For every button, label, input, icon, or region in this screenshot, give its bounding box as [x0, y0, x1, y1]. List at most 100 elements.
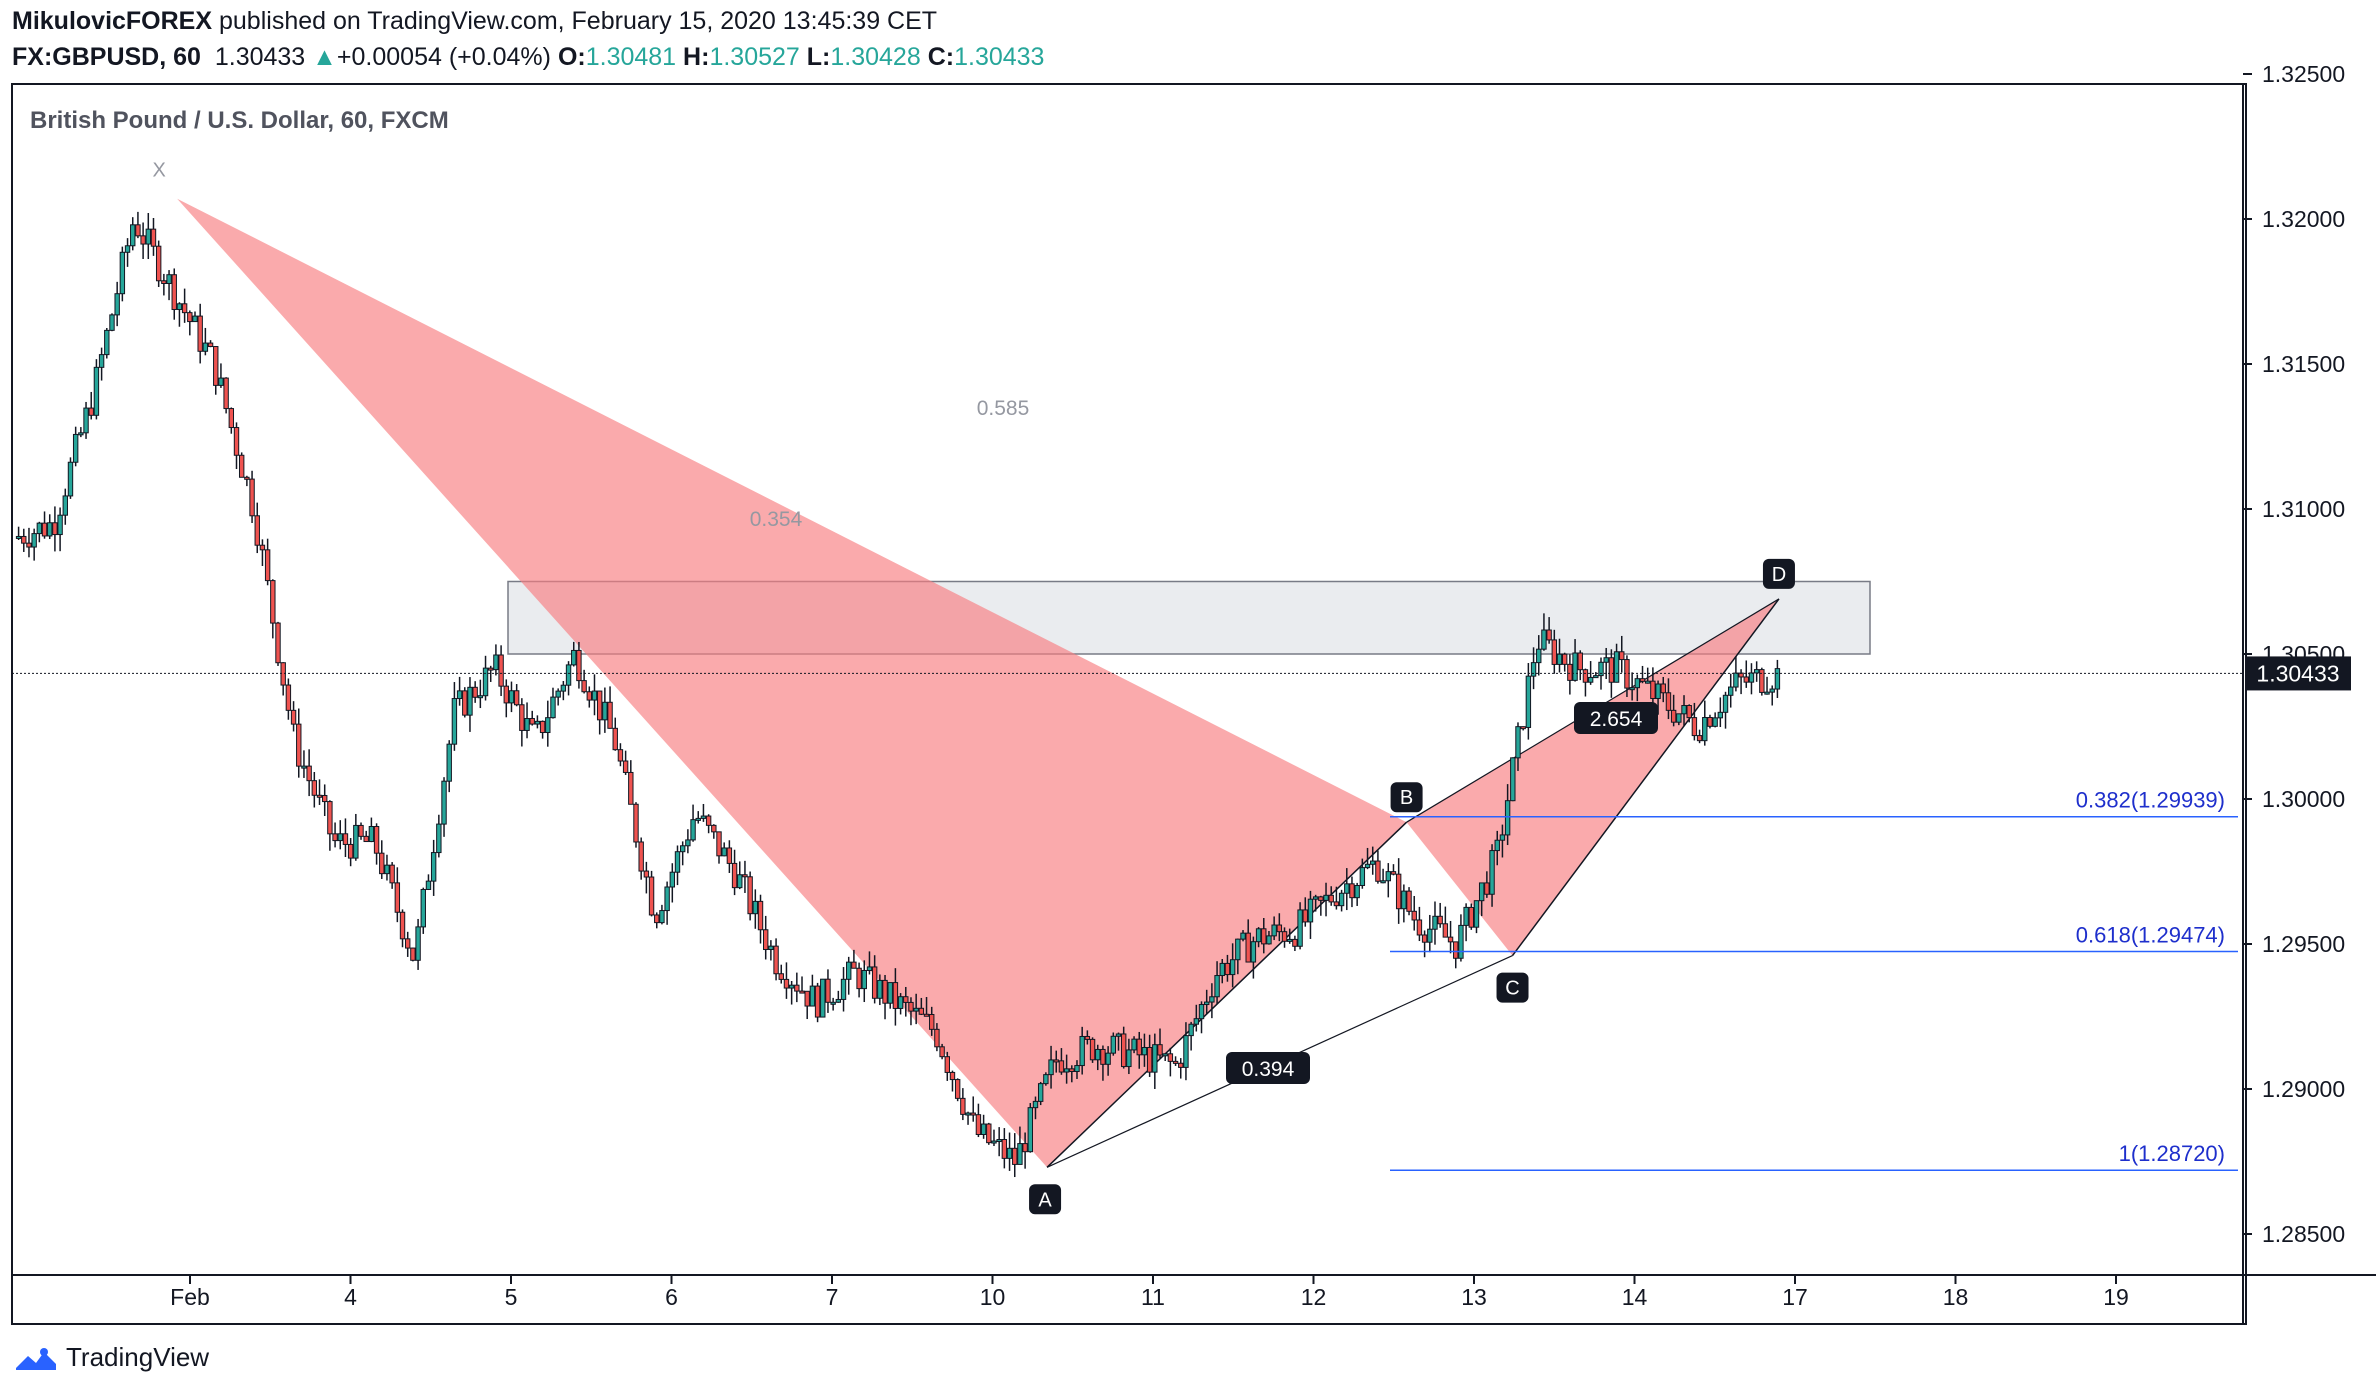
candle-body	[830, 1001, 836, 1005]
symbol-bar: FX:GBPUSD, 60 1.30433 ▲+0.00054 (+0.04%)…	[12, 42, 1044, 72]
candle-body	[856, 967, 862, 990]
candle-body	[628, 771, 634, 805]
candle-body	[1660, 683, 1666, 694]
candle-body	[150, 228, 157, 247]
candle-body	[519, 704, 525, 731]
pattern-point-x-label: X	[152, 160, 165, 182]
x-tick-label: 18	[1943, 1284, 1969, 1310]
candle-body	[1748, 672, 1755, 683]
candle-body	[654, 914, 660, 924]
candle-body	[109, 314, 115, 331]
candle-body	[1266, 935, 1272, 945]
tradingview-logo-icon[interactable]	[14, 1344, 58, 1372]
candle-body	[482, 667, 489, 697]
candle-body	[155, 245, 162, 282]
candle-body	[918, 1007, 925, 1015]
candle-body	[861, 969, 867, 990]
candle-body	[1717, 711, 1724, 719]
candle-body	[1380, 880, 1386, 884]
ratio-cd-label: 2.654	[1590, 708, 1643, 731]
last-price-badge	[2245, 656, 2351, 691]
last-price: 1.30433	[214, 43, 306, 71]
candle-body	[1655, 683, 1661, 699]
candle-body	[1318, 896, 1324, 901]
candle-body	[410, 947, 416, 961]
candle-body	[1421, 934, 1428, 943]
candle-body	[1442, 923, 1449, 938]
candle-body	[1146, 1046, 1153, 1073]
candle-body	[233, 427, 240, 456]
publish-info: MikulovicFOREX published on TradingView.…	[12, 6, 937, 36]
candle-body	[1416, 919, 1423, 936]
candle-body	[1489, 850, 1495, 895]
candle-body	[871, 966, 878, 999]
candle-body	[1603, 657, 1609, 663]
pattern-point-c-label: C	[1505, 978, 1519, 1000]
candle-body	[1276, 924, 1283, 933]
y-tick-label: 1.31000	[2262, 496, 2345, 522]
candle-body	[747, 876, 753, 915]
candle-body	[306, 765, 312, 782]
symbol-name[interactable]: FX:GBPUSD, 60	[12, 43, 201, 71]
candle-body	[664, 886, 670, 912]
candle-body	[1753, 669, 1760, 674]
candle-body	[1411, 910, 1417, 921]
candle-body	[508, 690, 515, 704]
low-value: 1.30428	[830, 43, 921, 71]
candle-body	[213, 346, 219, 386]
candle-body	[794, 984, 800, 992]
candle-body	[1229, 959, 1236, 976]
candle-body	[296, 723, 302, 767]
candle-body	[648, 876, 655, 916]
candle-body	[1312, 896, 1319, 900]
pattern-point-b-label: B	[1400, 787, 1413, 809]
candle-body	[1255, 928, 1262, 943]
candle-body	[1608, 657, 1615, 683]
candle-body	[62, 495, 68, 516]
candle-body	[726, 847, 733, 864]
candle-body	[882, 979, 888, 1004]
candle-body	[337, 833, 343, 842]
candle-body	[1037, 1083, 1044, 1102]
candle-body	[960, 1097, 966, 1115]
x-tick-label: 10	[980, 1284, 1006, 1310]
candle-body	[1541, 629, 1547, 650]
candle-body	[607, 701, 613, 729]
footer: TradingView	[14, 1342, 209, 1373]
low-label: L:	[806, 43, 831, 71]
candle-body	[130, 224, 136, 247]
candle-body	[161, 280, 167, 285]
candle-body	[617, 749, 624, 762]
pattern-cd-leg	[1511, 598, 1780, 957]
candle-body	[929, 1014, 935, 1030]
published-text: published on TradingView.com, February 1…	[219, 7, 938, 35]
candle-body	[1053, 1059, 1059, 1063]
candle-body	[1152, 1044, 1158, 1073]
candle-body	[550, 696, 556, 719]
candle-body	[1193, 1018, 1200, 1025]
candle-body	[1453, 941, 1459, 959]
candle-body	[1027, 1107, 1033, 1153]
x-tick-label: 4	[344, 1284, 357, 1310]
candle-body	[1333, 901, 1340, 907]
candle-body	[1577, 652, 1583, 671]
candle-body	[249, 478, 255, 517]
candle-body	[1681, 705, 1687, 715]
candle-body	[731, 862, 738, 889]
candle-body	[223, 377, 229, 410]
candle-body	[1001, 1139, 1008, 1159]
footer-brand[interactable]: TradingView	[66, 1342, 210, 1372]
candle-body	[1063, 1068, 1070, 1073]
last-price-label: 1.30433	[2256, 660, 2339, 686]
author-name[interactable]: MikulovicFOREX	[12, 7, 213, 35]
candle-body	[1162, 1053, 1168, 1057]
candle-body	[1458, 924, 1464, 959]
candle-body	[1375, 860, 1381, 882]
candle-body	[363, 835, 369, 843]
candle-body	[1587, 676, 1594, 683]
candle-body	[1546, 629, 1552, 641]
candle-body	[1172, 1060, 1179, 1064]
chart-frame	[11, 83, 2247, 1325]
candle-body	[384, 864, 390, 875]
